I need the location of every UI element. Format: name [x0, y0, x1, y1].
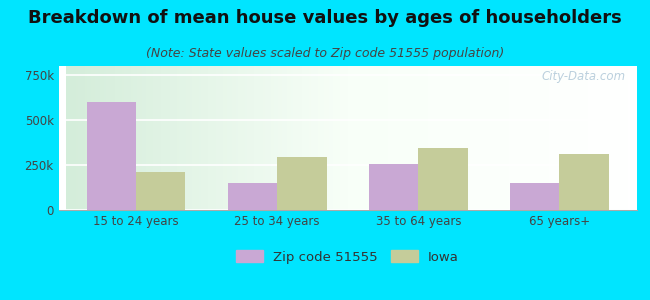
Bar [277, 157, 326, 210]
Bar [419, 148, 468, 210]
Text: City-Data.com: City-Data.com [541, 70, 625, 83]
Bar [227, 183, 277, 210]
Bar [86, 102, 136, 210]
Bar [510, 183, 560, 210]
Legend: Zip code 51555, Iowa: Zip code 51555, Iowa [237, 250, 459, 264]
Bar [136, 172, 185, 210]
Text: Breakdown of mean house values by ages of householders: Breakdown of mean house values by ages o… [28, 9, 622, 27]
Text: (Note: State values scaled to Zip code 51555 population): (Note: State values scaled to Zip code 5… [146, 46, 504, 59]
Bar [560, 154, 609, 210]
Bar [369, 164, 419, 210]
